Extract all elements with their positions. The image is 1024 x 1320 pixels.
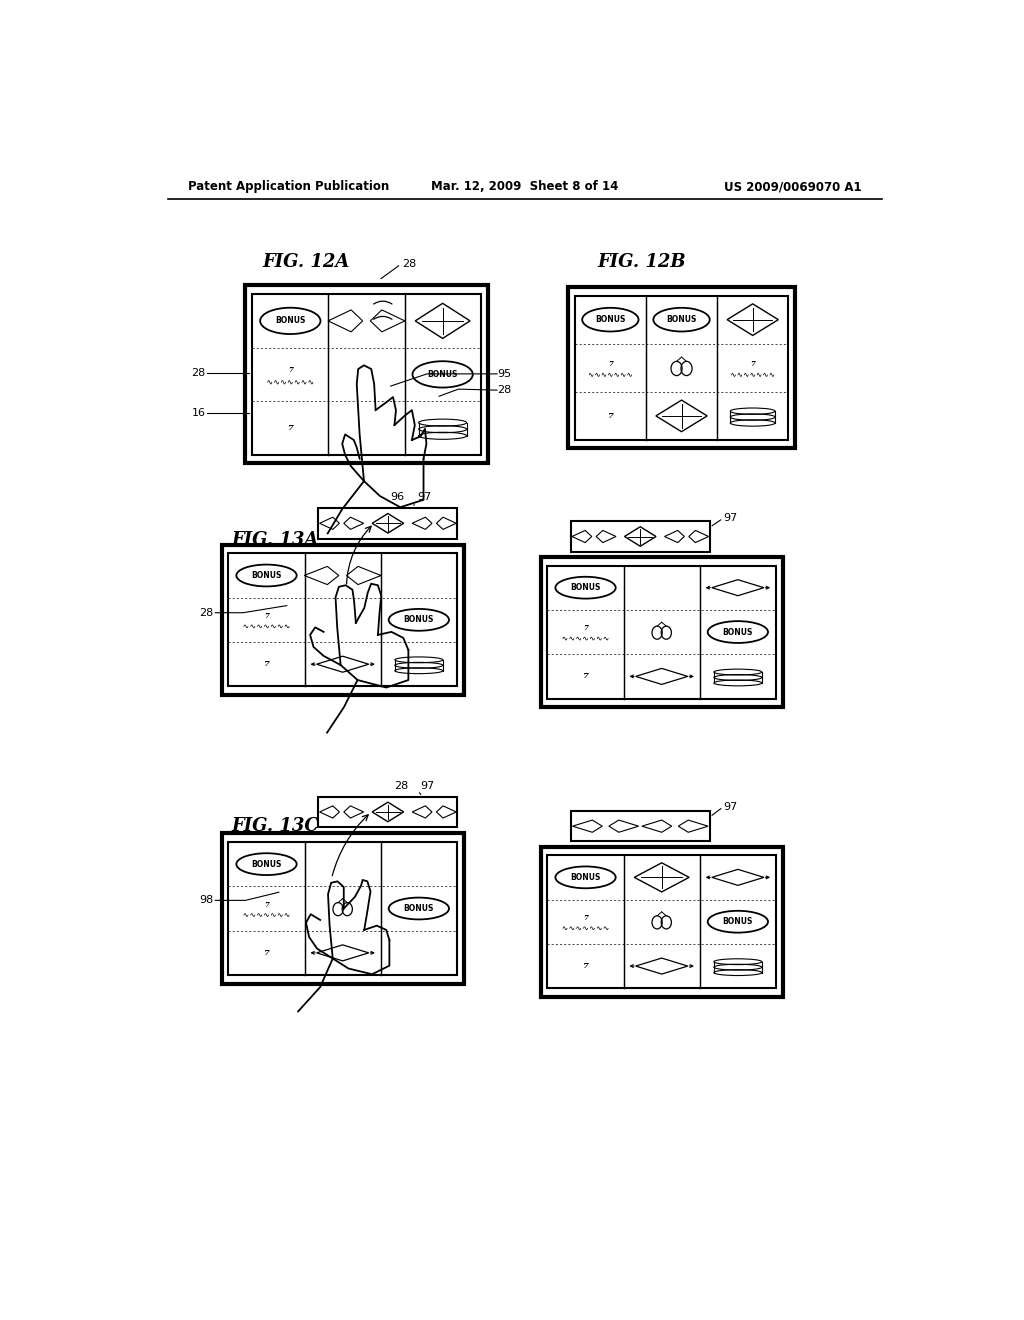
Bar: [221, 833, 464, 983]
Text: BONUS: BONUS: [667, 315, 696, 325]
Text: 7: 7: [288, 424, 293, 432]
Text: BONUS: BONUS: [595, 315, 626, 325]
Text: FIG. 13C: FIG. 13C: [231, 817, 318, 836]
Ellipse shape: [555, 866, 615, 888]
Ellipse shape: [583, 308, 639, 331]
Text: BONUS: BONUS: [723, 627, 753, 636]
Text: 28: 28: [394, 780, 409, 791]
Bar: [541, 846, 782, 997]
Text: 28: 28: [401, 259, 416, 269]
Ellipse shape: [389, 898, 449, 920]
Bar: [252, 294, 480, 454]
Text: FIG. 13D: FIG. 13D: [547, 845, 636, 862]
Ellipse shape: [260, 308, 321, 334]
Text: FIG. 13B: FIG. 13B: [547, 558, 636, 577]
Text: BONUS: BONUS: [427, 370, 458, 379]
Text: 96: 96: [390, 492, 404, 502]
Ellipse shape: [653, 308, 710, 331]
Text: 98: 98: [200, 895, 214, 906]
Bar: [246, 285, 487, 463]
Text: 7: 7: [583, 672, 589, 680]
Ellipse shape: [237, 853, 297, 875]
Bar: [568, 288, 795, 447]
Bar: [541, 557, 782, 708]
Text: 97: 97: [420, 780, 434, 791]
Bar: [570, 810, 710, 841]
Text: FIG. 13A: FIG. 13A: [231, 531, 318, 549]
Text: 28: 28: [497, 385, 511, 395]
Ellipse shape: [555, 577, 615, 598]
Text: 7: 7: [263, 949, 269, 957]
Text: US 2009/0069070 A1: US 2009/0069070 A1: [724, 181, 862, 193]
Text: 16: 16: [191, 408, 206, 417]
Text: BONUS: BONUS: [251, 859, 282, 869]
Bar: [548, 855, 776, 989]
Text: 97: 97: [723, 513, 737, 523]
Text: 7: 7: [264, 900, 269, 909]
Text: 7: 7: [751, 360, 755, 368]
Text: Mar. 12, 2009  Sheet 8 of 14: Mar. 12, 2009 Sheet 8 of 14: [431, 181, 618, 193]
Text: BONUS: BONUS: [275, 317, 305, 326]
Text: 7: 7: [583, 913, 588, 923]
Text: Patent Application Publication: Patent Application Publication: [187, 181, 389, 193]
Text: 28: 28: [200, 607, 214, 618]
Text: 7: 7: [583, 962, 589, 970]
Text: BONUS: BONUS: [570, 583, 601, 593]
Bar: [570, 521, 710, 552]
Text: BONUS: BONUS: [251, 572, 282, 579]
Text: 7: 7: [607, 412, 613, 420]
Text: BONUS: BONUS: [403, 615, 434, 624]
Bar: [318, 797, 458, 828]
Text: BONUS: BONUS: [570, 873, 601, 882]
Bar: [228, 553, 457, 686]
Text: 97: 97: [418, 492, 432, 502]
Ellipse shape: [708, 622, 768, 643]
Bar: [221, 545, 464, 696]
Bar: [228, 842, 457, 975]
Text: BONUS: BONUS: [723, 917, 753, 927]
Text: 7: 7: [583, 624, 588, 632]
Text: 7: 7: [263, 660, 269, 668]
Bar: [318, 508, 458, 539]
Text: FIG. 12A: FIG. 12A: [263, 253, 350, 271]
Ellipse shape: [389, 609, 449, 631]
Ellipse shape: [237, 565, 297, 586]
Text: FIG. 12B: FIG. 12B: [598, 253, 686, 271]
Text: 28: 28: [191, 368, 206, 378]
Text: BONUS: BONUS: [403, 904, 434, 913]
Ellipse shape: [708, 911, 768, 933]
Text: 97: 97: [723, 801, 737, 812]
Text: 95: 95: [497, 368, 511, 379]
Bar: [548, 565, 776, 698]
Ellipse shape: [413, 362, 473, 388]
Text: 7: 7: [288, 366, 293, 374]
Bar: [574, 296, 788, 440]
Text: 7: 7: [264, 612, 269, 620]
Text: 7: 7: [608, 360, 612, 368]
